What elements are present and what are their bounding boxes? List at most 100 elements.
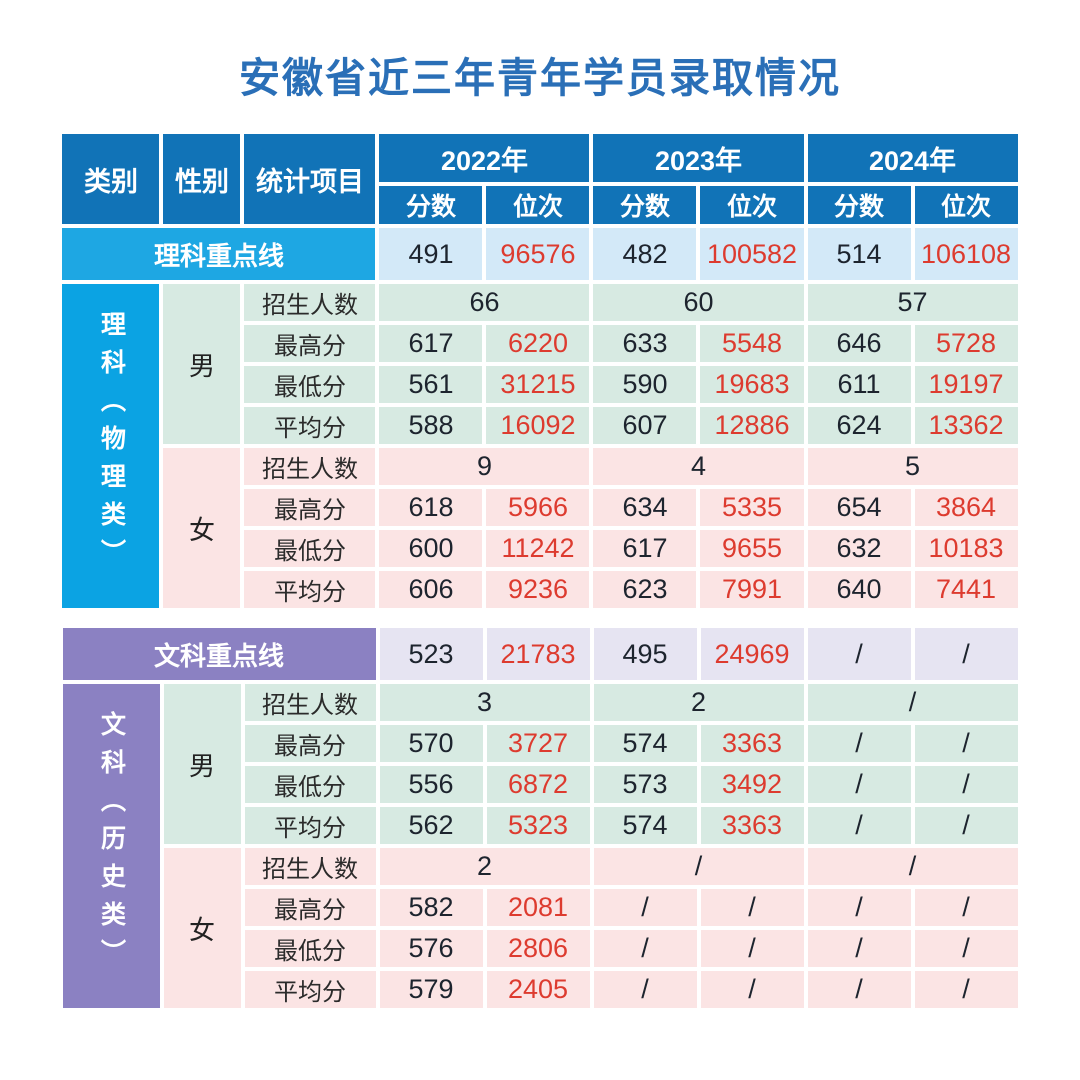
rank-cell: 24969: [700, 628, 804, 680]
enrollment-cell: /: [593, 848, 804, 885]
score-cell: 611: [807, 366, 911, 403]
score-cell: 576: [379, 930, 483, 967]
rank-cell: /: [914, 807, 1018, 844]
score-cell: 582: [379, 889, 483, 926]
row-label: 最高分: [244, 325, 376, 362]
enrollment-cell: 9: [379, 448, 590, 485]
rank-cell: 21783: [486, 628, 590, 680]
row-label: 最低分: [244, 366, 376, 403]
table-row: 最低分 556 6872 573 3492 / /: [63, 766, 1018, 803]
rank-cell: 9236: [486, 571, 590, 608]
table-row: 最高分 570 3727 574 3363 / /: [63, 725, 1018, 762]
rank-cell: 6220: [486, 325, 590, 362]
header-row-score-rank: 分数 位次 分数 位次 分数 位次: [62, 186, 1018, 224]
page-title: 安徽省近三年青年学员录取情况: [239, 55, 841, 101]
score-cell: 617: [593, 530, 697, 567]
rank-cell: 13362: [914, 407, 1018, 444]
row-label: 招生人数: [244, 684, 376, 721]
score-cell: 640: [807, 571, 911, 608]
table-row: 最低分 576 2806 / / / /: [63, 930, 1018, 967]
header-cell-year-2022: 2022年: [379, 134, 590, 182]
rank-cell: 7441: [914, 571, 1018, 608]
header-cell-category: 类别: [62, 134, 160, 224]
rank-cell: 7991: [700, 571, 804, 608]
score-cell: 590: [593, 366, 697, 403]
table-row: 平均分 562 5323 574 3363 / /: [63, 807, 1018, 844]
gender-cell-female: 女: [163, 448, 241, 608]
score-cell: 623: [593, 571, 697, 608]
rank-cell: /: [914, 766, 1018, 803]
rank-cell: /: [700, 889, 804, 926]
row-label: 招生人数: [244, 284, 376, 321]
rank-cell: 3492: [700, 766, 804, 803]
science-keyline-row: 理科重点线 491 96576 482 100582 514 106108: [62, 228, 1018, 280]
science-sidebar-label: 理科（物理类）: [97, 310, 126, 577]
rank-cell: /: [914, 628, 1018, 680]
rank-cell: 96576: [486, 228, 590, 280]
liberal-keyline-row: 文科重点线 523 21783 495 24969 / /: [62, 628, 1018, 680]
score-cell: 654: [807, 489, 911, 526]
rank-cell: /: [914, 725, 1018, 762]
row-label: 最低分: [244, 766, 376, 803]
score-cell: 570: [379, 725, 483, 762]
score-cell: 556: [379, 766, 483, 803]
rank-cell: 3727: [486, 725, 590, 762]
header-cell-year-2023: 2023年: [593, 134, 804, 182]
rank-cell: 9655: [700, 530, 804, 567]
rank-cell: 10183: [914, 530, 1018, 567]
header-cell-stat-item: 统计项目: [244, 134, 376, 224]
row-label: 最高分: [244, 889, 376, 926]
rank-cell: /: [914, 889, 1018, 926]
score-cell: 573: [593, 766, 697, 803]
header-cell-score: 分数: [807, 186, 911, 224]
rank-cell: 100582: [700, 228, 804, 280]
enrollment-cell: /: [807, 684, 1018, 721]
rank-cell: 19197: [914, 366, 1018, 403]
science-table: 类别 性别 统计项目 2022年 2023年 2024年 分数 位次 分数 位次…: [58, 130, 1021, 612]
table-row: 最高分 617 6220 633 5548 646 5728: [62, 325, 1018, 362]
liberal-keyline-label: 文科重点线: [62, 628, 376, 680]
header-row-years: 类别 性别 统计项目 2022年 2023年 2024年: [62, 134, 1018, 224]
enrollment-cell: 66: [379, 284, 590, 321]
header-cell-gender: 性别: [163, 134, 241, 224]
score-cell: 562: [379, 807, 483, 844]
score-cell: 574: [593, 807, 697, 844]
score-cell: /: [593, 889, 697, 926]
rank-cell: /: [700, 971, 804, 1008]
enrollment-cell: 3: [379, 684, 590, 721]
table-row: 文科（历史类） 男 招生人数 3 2 /: [62, 684, 1018, 1008]
row-label: 招生人数: [244, 448, 376, 485]
gender-cell-male: 男: [163, 284, 241, 444]
score-cell: 646: [807, 325, 911, 362]
table-row: 最高分 618 5966 634 5335 654 3864: [62, 489, 1018, 526]
gender-cell-male: 男: [163, 684, 241, 844]
score-cell: 634: [593, 489, 697, 526]
score-cell: 588: [379, 407, 483, 444]
rank-cell: 3864: [914, 489, 1018, 526]
row-label: 平均分: [244, 971, 376, 1008]
table-row: 平均分 579 2405 / / / /: [63, 971, 1018, 1008]
header-cell-score: 分数: [593, 186, 697, 224]
table-row: 最高分 582 2081 / / / /: [63, 889, 1018, 926]
rank-cell: 3363: [700, 807, 804, 844]
table-row: 最低分 561 31215 590 19683 611 19197: [62, 366, 1018, 403]
score-cell: 495: [593, 628, 697, 680]
row-label: 平均分: [244, 807, 376, 844]
score-cell: /: [593, 930, 697, 967]
header-cell-year-2024: 2024年: [807, 134, 1018, 182]
rank-cell: 11242: [486, 530, 590, 567]
score-cell: 600: [379, 530, 483, 567]
score-cell: 574: [593, 725, 697, 762]
rank-cell: 5335: [700, 489, 804, 526]
rank-cell: 5966: [486, 489, 590, 526]
rank-cell: /: [914, 971, 1018, 1008]
rank-cell: 19683: [700, 366, 804, 403]
rank-cell: /: [914, 930, 1018, 967]
liberal-sidebar-label: 文科（历史类）: [97, 710, 126, 977]
score-cell: /: [807, 628, 911, 680]
rank-cell: 6872: [486, 766, 590, 803]
score-cell: /: [807, 930, 911, 967]
enrollment-cell: 4: [593, 448, 804, 485]
row-label: 最低分: [244, 530, 376, 567]
enrollment-cell: /: [807, 848, 1018, 885]
